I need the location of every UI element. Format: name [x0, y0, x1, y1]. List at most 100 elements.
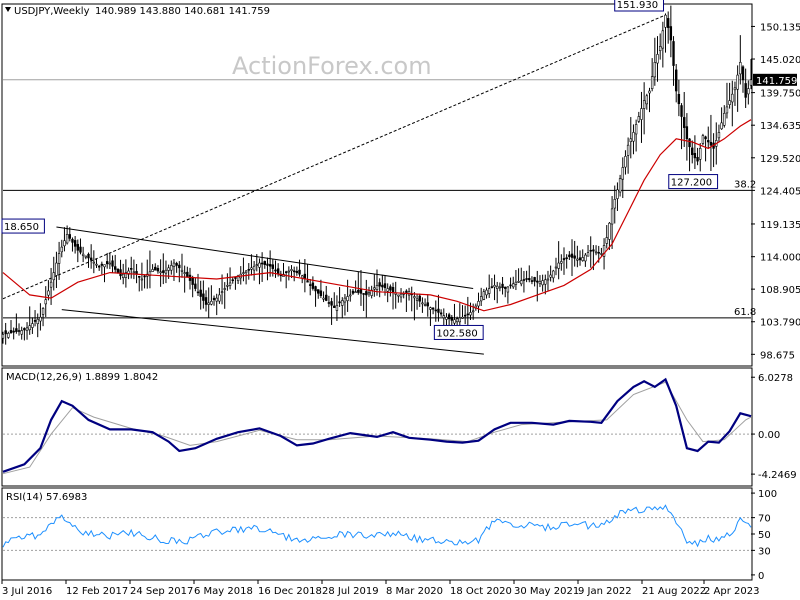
- candle-body: [212, 297, 216, 300]
- macd-y-tick-label: 0.00: [758, 430, 780, 441]
- candle-body: [699, 148, 702, 160]
- candle-body: [455, 318, 459, 323]
- candle-body: [154, 266, 157, 271]
- candle-body: [290, 269, 293, 272]
- x-tick-label: 30 May 2021: [514, 586, 579, 597]
- candle-body: [688, 138, 691, 148]
- candle-body: [594, 251, 598, 254]
- candle-body: [544, 279, 547, 285]
- candle-body: [431, 307, 435, 310]
- price-y-tick-label: 114.000: [760, 253, 800, 264]
- candle-body: [439, 312, 443, 315]
- candle-body: [311, 282, 315, 289]
- candle-body: [79, 246, 82, 253]
- x-axis: 3 Jul 2016 12 Feb 2017 24 Sep 2017 6 May 20…: [1, 580, 759, 597]
- candle-body: [20, 330, 23, 335]
- candle-body: [731, 93, 734, 103]
- candle-body: [685, 126, 689, 140]
- price-annotation-label: 18.650: [4, 222, 39, 233]
- candle-body: [739, 62, 742, 75]
- candle-body: [399, 293, 403, 298]
- candle-body: [389, 286, 392, 291]
- chart-header: USDJPY,Weekly 140.989 143.880 140.681 14…: [5, 6, 270, 17]
- candle-body: [683, 117, 686, 128]
- candle-body: [180, 269, 184, 272]
- macd-title: MACD(12,26,9) 1.8899 1.8042: [6, 372, 158, 383]
- candle-body: [57, 253, 61, 264]
- macd-plot: 6.0278 0.00 -4.2469: [2, 373, 797, 481]
- candle-body: [138, 276, 141, 278]
- candle-body: [143, 275, 146, 278]
- candle-body: [520, 280, 523, 285]
- candle-body: [493, 285, 496, 288]
- candle-body: [479, 296, 483, 302]
- candle-body: [317, 289, 320, 294]
- candle-body: [247, 269, 250, 271]
- rsi-y-tick-label: 30: [758, 546, 771, 557]
- candle-body: [653, 62, 657, 78]
- candle-body: [701, 135, 705, 144]
- candle-body: [381, 284, 384, 288]
- x-tick-label: 16 Dec 2018: [258, 586, 322, 597]
- x-tick-label: 3 Jul 2016: [2, 586, 52, 597]
- candle-body: [386, 288, 389, 292]
- candle-body: [207, 302, 210, 305]
- price-plot: 150.135 145.020 139.750 134.635 129.520 124.4…: [1, 0, 800, 361]
- candle-body: [504, 286, 507, 289]
- candle-body: [415, 298, 419, 301]
- candle-body: [554, 266, 558, 269]
- candle-body: [632, 132, 635, 142]
- candle-body: [319, 290, 323, 297]
- candle-body: [640, 108, 643, 120]
- candle-body: [244, 270, 248, 274]
- candle-body: [624, 156, 627, 168]
- candle-body: [608, 222, 611, 240]
- candle-body: [183, 272, 186, 274]
- fib-level-label: 61.8: [734, 307, 756, 318]
- candle-body: [600, 253, 603, 255]
- candle-body: [47, 290, 50, 296]
- candle-body: [33, 320, 37, 322]
- x-tick-label: 21 Aug 2022: [642, 586, 706, 597]
- candle-body: [111, 260, 114, 267]
- fib-level-label: 38.2: [734, 179, 756, 190]
- candle-body: [453, 319, 456, 324]
- candle-body: [610, 208, 614, 225]
- candle-body: [63, 240, 66, 247]
- x-tick-label: 8 Mar 2020: [386, 586, 443, 597]
- candle-body: [560, 261, 563, 264]
- candle-body: [108, 262, 112, 265]
- candle-body: [87, 253, 90, 259]
- candle-body: [576, 258, 579, 261]
- x-tick-label: 9 Jan 2022: [578, 586, 632, 597]
- price-y-tick-label: 108.905: [760, 285, 800, 296]
- candle-body: [397, 294, 400, 297]
- rsi-title: RSI(14) 57.6983: [6, 492, 87, 503]
- candle-body: [487, 288, 491, 294]
- candle-body: [629, 138, 632, 143]
- candle-body: [442, 315, 445, 319]
- current-price-label: 141.759: [756, 76, 797, 87]
- candle-body: [669, 26, 673, 41]
- channel-line: [56, 226, 474, 290]
- candle-body: [664, 14, 667, 28]
- macd-y-tick-label: 6.0278: [758, 373, 793, 384]
- macd-line: [2, 377, 752, 473]
- candle-body: [709, 141, 713, 146]
- x-tick-label: 12 Feb 2017: [66, 586, 128, 597]
- candle-body: [114, 266, 117, 270]
- candle-body: [346, 296, 349, 301]
- candle-body: [728, 100, 731, 105]
- candle-body: [656, 54, 659, 64]
- candle-body: [423, 304, 427, 306]
- candle-body: [586, 252, 590, 257]
- candle-body: [162, 270, 165, 273]
- chart-menu-icon: [5, 7, 11, 12]
- candle-body: [309, 284, 312, 286]
- candle-body: [373, 287, 376, 290]
- candle-body: [292, 270, 296, 273]
- candle-body: [287, 270, 291, 273]
- candle-body: [426, 302, 429, 307]
